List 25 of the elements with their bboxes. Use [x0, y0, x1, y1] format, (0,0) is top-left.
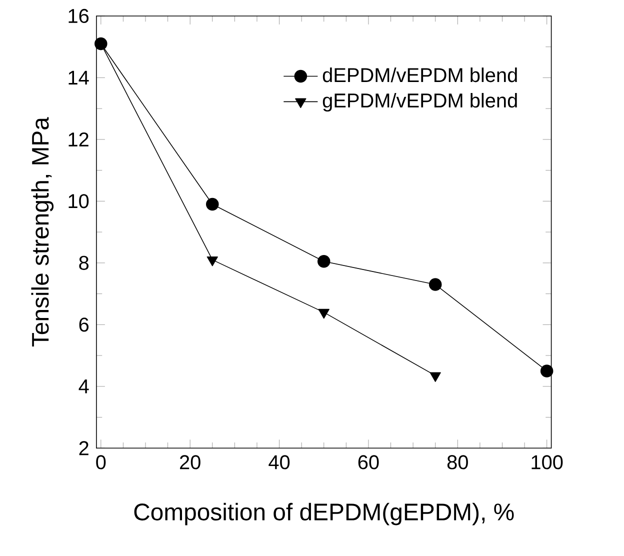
y-tick-label: 4 [78, 380, 89, 394]
point [206, 256, 218, 266]
y-tick-label: 2 [79, 441, 88, 456]
y-tick-label: 8 [79, 256, 89, 270]
legend-label: dEPDM/vEPDM blend [322, 68, 517, 82]
y-tick-label: 6 [79, 318, 89, 332]
point [318, 308, 330, 319]
point [430, 372, 441, 382]
point [540, 364, 554, 378]
point [428, 278, 442, 291]
x-tick-label: 100 [532, 455, 563, 470]
y-tick-label: 12 [68, 132, 88, 146]
y-tick-label: 16 [68, 8, 89, 24]
y-tick-label: 10 [68, 194, 89, 208]
x-axis-title: Composition of dEPDM(gEPDM), % [134, 502, 514, 526]
x-tick-label: 80 [447, 455, 468, 470]
point [317, 255, 330, 268]
y-axis-title: Tensile strength, MPa [31, 117, 54, 347]
legend-label: gEPDM/vEPDM blend [322, 93, 517, 112]
x-tick-label: 0 [96, 455, 106, 470]
y-tick-label: 14 [68, 70, 89, 85]
x-tick-label: 20 [180, 455, 200, 470]
x-tick-label: 60 [358, 455, 379, 470]
x-tick-label: 40 [268, 455, 290, 470]
point [206, 198, 219, 211]
